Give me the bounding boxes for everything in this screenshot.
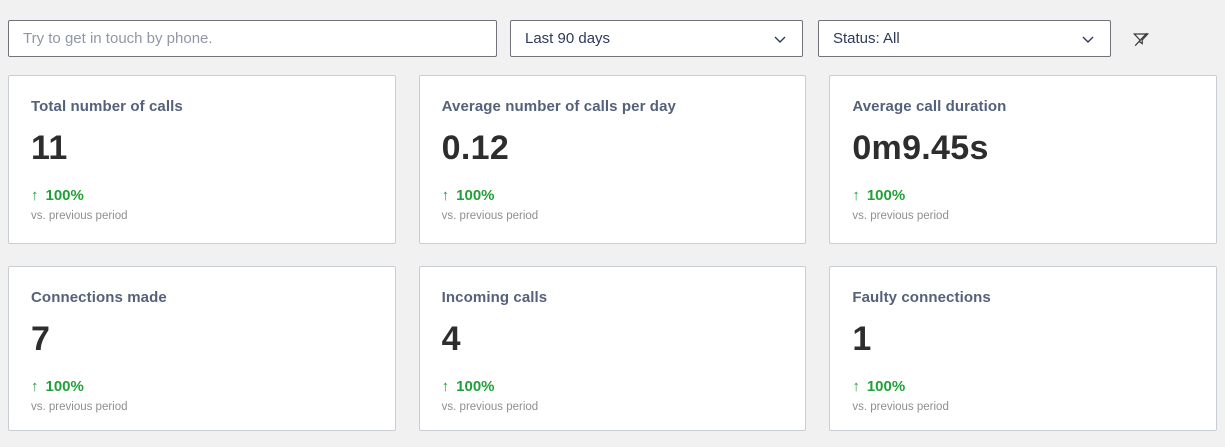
clear-filter-icon[interactable] [1128, 26, 1154, 52]
stat-card-value: 0.12 [441, 129, 510, 167]
stat-card-delta-value: 100% [45, 378, 84, 395]
stat-card-faulty-connections: Faulty connections 1 ↑ 100% vs. previous… [829, 266, 1217, 431]
stat-card-title: Connections made [31, 289, 167, 306]
stat-card-connections-made: Connections made 7 ↑ 100% vs. previous p… [8, 266, 396, 431]
chevron-down-icon [772, 31, 788, 47]
stat-card-caption: vs. previous period [441, 401, 539, 413]
stat-card-delta: ↑ 100% [442, 187, 784, 204]
stat-card-delta-value: 100% [456, 378, 495, 395]
stat-card-value: 0m9.45s [852, 129, 989, 167]
arrow-up-icon: ↑ [31, 187, 39, 204]
stat-card-delta: ↑ 100% [31, 378, 373, 395]
stat-card-delta-value: 100% [866, 187, 906, 204]
stat-card-caption: vs. previous period [441, 210, 539, 222]
stat-card-delta: ↑ 100% [852, 187, 1194, 204]
arrow-up-icon: ↑ [441, 187, 450, 204]
stat-card-title: Incoming calls [441, 289, 548, 306]
stat-card-title: Average number of calls per day [441, 98, 676, 115]
date-range-value: Last 90 days [525, 30, 611, 47]
stat-card-delta-value: 100% [866, 378, 906, 395]
stat-card-caption: vs. previous period [31, 401, 128, 413]
stat-card-incoming-calls: Incoming calls 4 ↑ 100% vs. previous per… [418, 266, 807, 431]
stat-card-title: Total number of calls [31, 98, 183, 115]
stat-card-total-calls: Total number of calls 11 ↑ 100% vs. prev… [8, 75, 396, 244]
stat-card-value: 1 [852, 320, 872, 358]
stat-card-delta: ↑ 100% [442, 378, 784, 395]
arrow-up-icon: ↑ [852, 187, 860, 204]
stat-card-delta-value: 100% [456, 187, 495, 204]
search-input[interactable] [8, 20, 497, 57]
filter-bar: Last 90 days Status: All [0, 0, 1225, 57]
stat-card-caption: vs. previous period [31, 210, 128, 222]
stat-card-caption: vs. previous period [852, 210, 949, 222]
stats-grid: Total number of calls 11 ↑ 100% vs. prev… [8, 75, 1217, 431]
arrow-up-icon: ↑ [441, 378, 450, 395]
status-value: Status: All [833, 30, 900, 47]
stat-card-value: 7 [31, 320, 51, 358]
stat-card-title: Average call duration [852, 98, 1007, 115]
stat-card-delta-value: 100% [45, 187, 84, 204]
stat-card-avg-call-duration: Average call duration 0m9.45s ↑ 100% vs.… [829, 75, 1217, 244]
stat-card-value: 4 [441, 320, 461, 358]
chevron-down-icon [1080, 31, 1096, 47]
date-range-select[interactable]: Last 90 days [510, 20, 803, 57]
stat-card-caption: vs. previous period [852, 401, 949, 413]
stat-card-title: Faulty connections [852, 289, 991, 306]
status-select[interactable]: Status: All [818, 20, 1111, 57]
arrow-up-icon: ↑ [852, 378, 860, 395]
stat-card-value: 11 [31, 129, 68, 167]
arrow-up-icon: ↑ [31, 378, 39, 395]
stat-card-delta: ↑ 100% [852, 378, 1194, 395]
stat-card-delta: ↑ 100% [31, 187, 373, 204]
stat-card-avg-calls-per-day: Average number of calls per day 0.12 ↑ 1… [418, 75, 807, 244]
